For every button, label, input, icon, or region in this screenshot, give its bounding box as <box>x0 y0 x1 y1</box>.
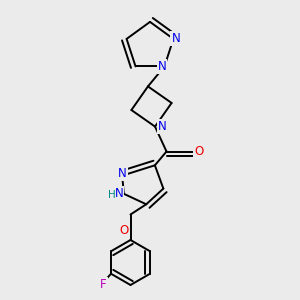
Text: N: N <box>118 167 127 180</box>
Text: H: H <box>108 190 116 200</box>
Text: N: N <box>158 120 167 133</box>
Text: N: N <box>115 187 123 200</box>
Text: O: O <box>119 224 128 238</box>
Text: N: N <box>171 32 180 45</box>
Text: O: O <box>194 145 203 158</box>
Text: F: F <box>100 278 107 291</box>
Text: N: N <box>158 60 167 73</box>
